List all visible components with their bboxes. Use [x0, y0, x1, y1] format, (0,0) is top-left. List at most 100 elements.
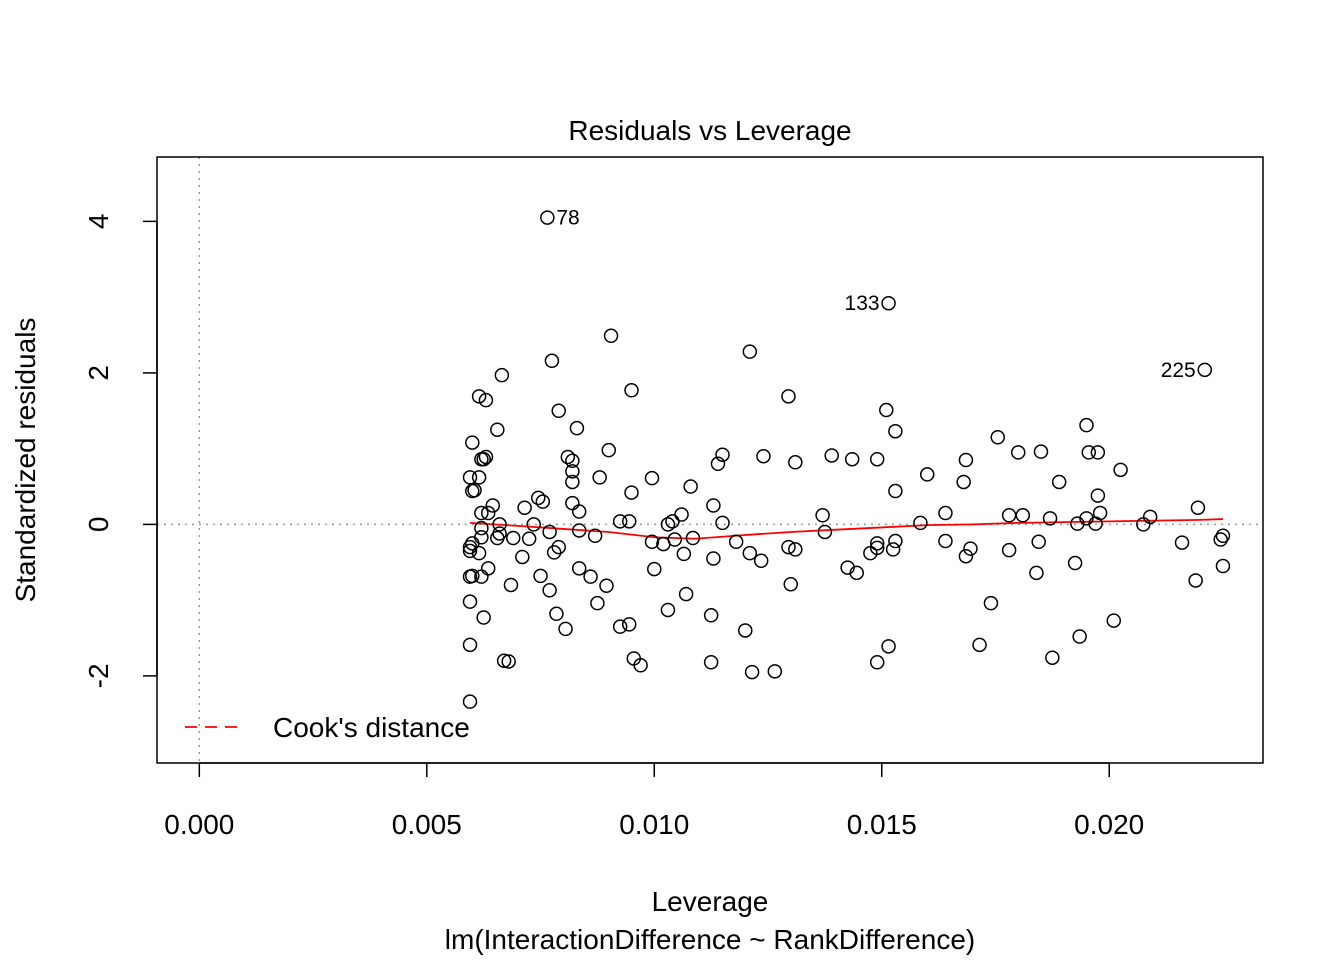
data-point — [815, 508, 830, 523]
data-point — [1197, 362, 1213, 378]
data-point — [526, 517, 541, 532]
data-point — [1033, 444, 1049, 459]
y-axis: -2 0 2 4 — [83, 214, 158, 688]
data-point — [1215, 558, 1231, 574]
data-point — [558, 621, 573, 637]
data-point — [1001, 508, 1017, 523]
data-point — [535, 494, 551, 509]
data-point — [881, 639, 896, 654]
data-point — [660, 517, 676, 532]
data-point — [972, 637, 987, 653]
data-point — [621, 514, 637, 529]
data-point — [480, 505, 496, 521]
data-point — [1067, 555, 1083, 571]
data-point — [1070, 516, 1085, 531]
data-point — [476, 610, 491, 625]
data-point — [474, 569, 489, 584]
data-point — [919, 467, 935, 482]
data-point — [542, 583, 557, 598]
data-point — [956, 474, 971, 490]
data-point — [480, 561, 496, 576]
data-point — [1088, 516, 1103, 531]
reference-lines — [157, 157, 1263, 763]
data-point — [742, 545, 758, 561]
data-point — [685, 530, 701, 546]
data-point — [560, 449, 576, 465]
data-point — [599, 578, 614, 593]
data-point — [728, 534, 744, 550]
data-point — [583, 569, 598, 584]
data-point — [592, 470, 607, 485]
smooth-line-group — [469, 518, 1223, 540]
data-point — [503, 577, 519, 593]
data-point — [546, 545, 562, 560]
data-point — [1136, 517, 1151, 532]
data-point — [569, 420, 585, 436]
data-point — [1215, 528, 1231, 543]
data-point — [660, 602, 676, 618]
data-point — [476, 451, 491, 467]
data-point — [888, 423, 903, 439]
data-point — [913, 515, 928, 531]
data-point — [621, 617, 637, 632]
data-point — [885, 542, 901, 557]
data-point — [863, 545, 878, 561]
data-point — [544, 353, 560, 369]
data-point — [551, 539, 566, 555]
data-point — [1031, 534, 1046, 550]
data-point — [647, 561, 662, 577]
data-point — [571, 561, 587, 576]
data-point — [1029, 565, 1044, 581]
x-tick-label: 0.020 — [1074, 809, 1144, 840]
data-point — [496, 653, 512, 668]
data-point — [505, 530, 521, 546]
data-point — [494, 367, 510, 383]
data-point — [565, 474, 580, 490]
data-point — [465, 435, 480, 450]
data-point — [678, 586, 694, 602]
data-point — [533, 568, 548, 584]
data-point — [462, 569, 478, 584]
data-point — [715, 515, 730, 531]
data-point — [1090, 488, 1106, 503]
chart-title: Residuals vs Leverage — [568, 115, 851, 146]
data-point — [963, 541, 978, 556]
data-point — [565, 495, 580, 511]
data-point — [485, 498, 501, 513]
x-tick-label: 0.015 — [847, 809, 917, 840]
data-point — [471, 545, 487, 561]
plot-frame — [156, 156, 1264, 764]
smooth-line — [469, 518, 1223, 540]
data-point — [869, 451, 885, 467]
data-point — [517, 500, 532, 515]
data-point — [710, 456, 726, 472]
data-point — [767, 664, 783, 679]
data-point — [781, 539, 796, 555]
data-point — [644, 470, 660, 486]
data-point — [471, 389, 487, 404]
data-point — [549, 606, 564, 622]
data-point — [881, 295, 896, 311]
data-point — [756, 448, 771, 464]
data-point — [501, 654, 516, 669]
data-point — [744, 664, 760, 680]
data-point — [542, 524, 557, 540]
data-point — [783, 576, 799, 592]
data-point — [753, 553, 769, 568]
data-point — [869, 655, 885, 670]
x-tick-label: 0.000 — [164, 809, 234, 840]
data-point — [474, 530, 489, 545]
data-point — [478, 392, 494, 408]
data-point — [703, 608, 719, 623]
data-point — [624, 383, 639, 398]
data-point — [474, 520, 489, 536]
point-label-133: 133 — [845, 292, 880, 315]
x-axis-subtitle: lm(InteractionDifference ~ RankDifferenc… — [445, 924, 975, 955]
point-label-225: 225 — [1161, 359, 1196, 382]
data-point — [1079, 417, 1094, 433]
data-point — [674, 507, 689, 522]
data-point — [703, 655, 719, 670]
data-point — [571, 523, 587, 538]
data-point — [1106, 613, 1122, 628]
